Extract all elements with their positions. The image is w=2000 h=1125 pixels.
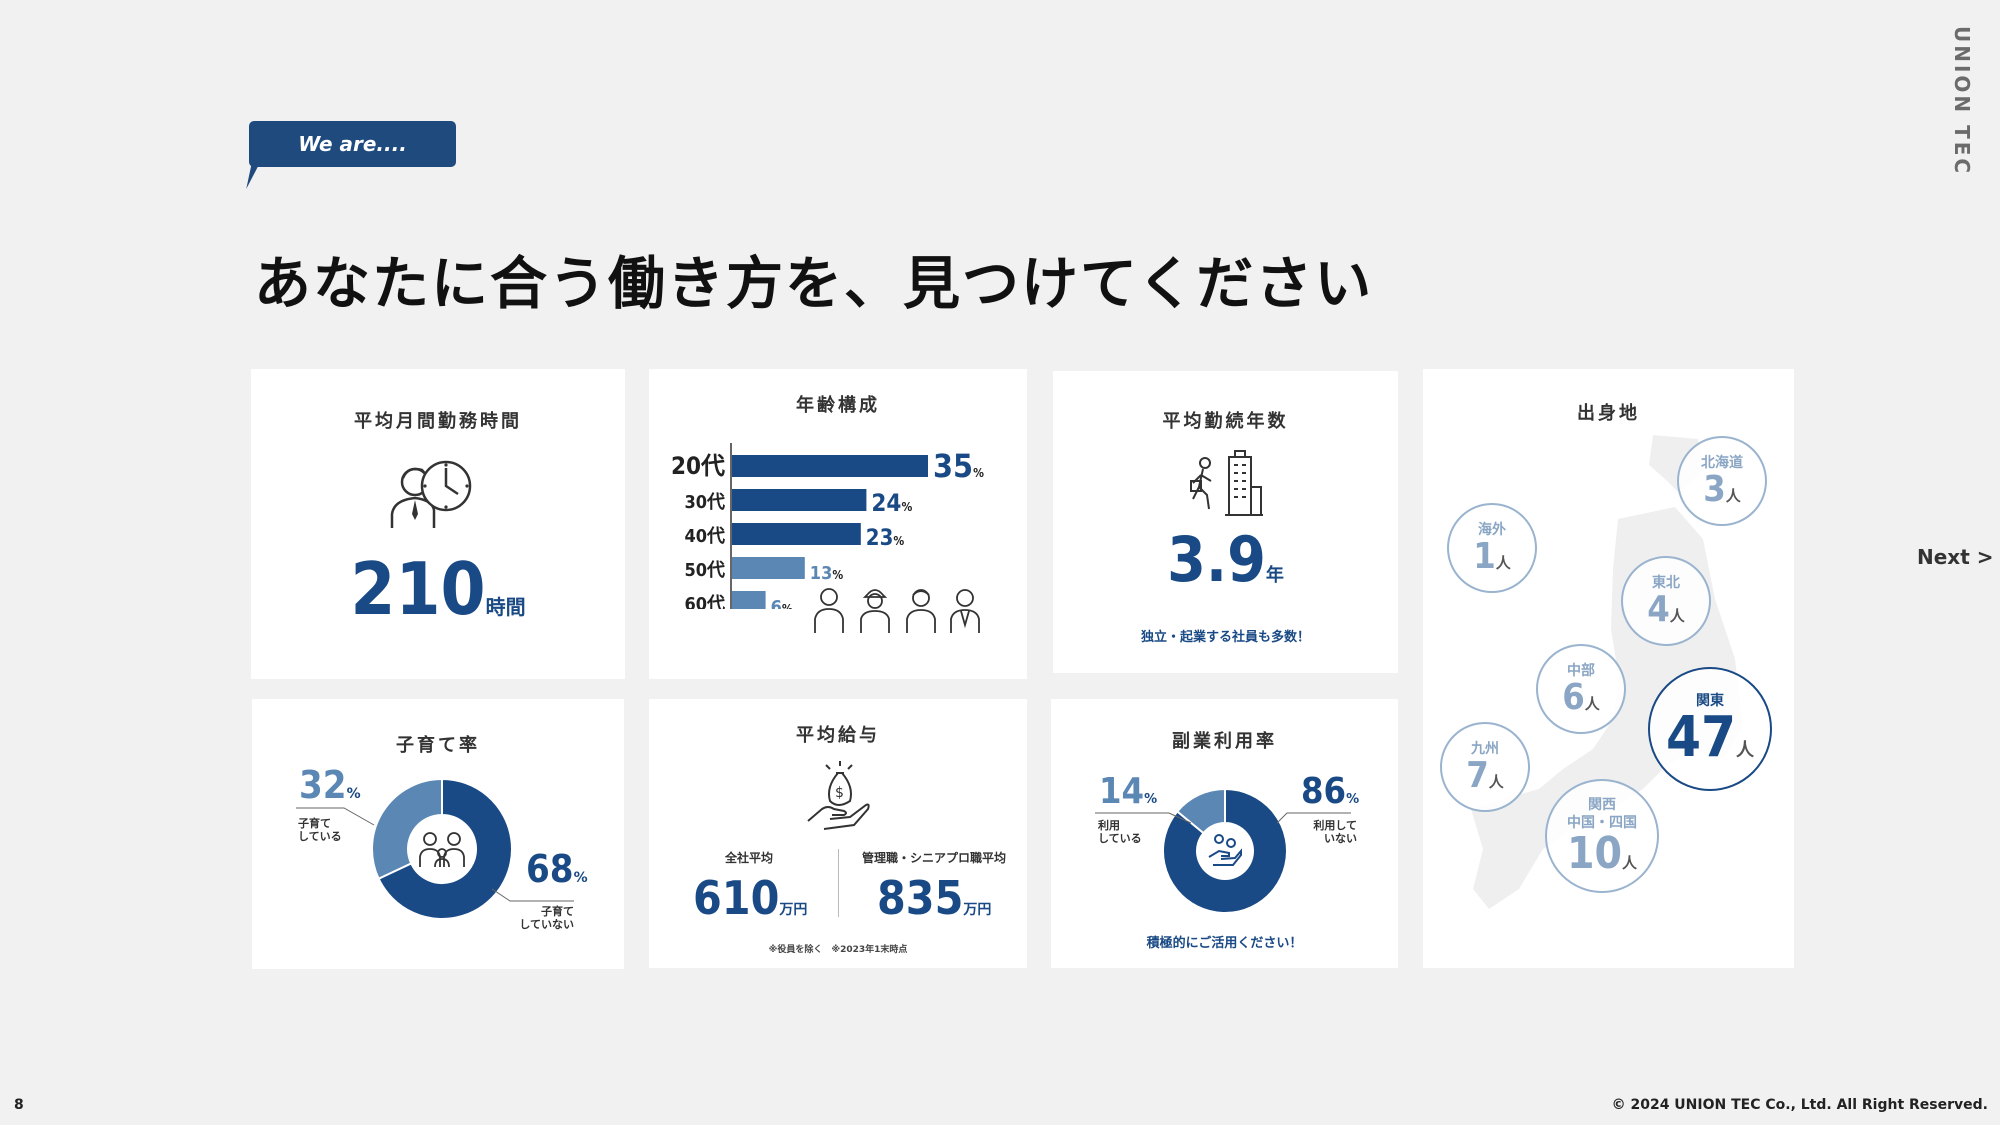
salary-left-value: 610万円 (693, 871, 808, 925)
next-button[interactable]: Next > (1917, 545, 1994, 569)
donut-slice (372, 779, 443, 881)
side-job-right-label: 利用して いない (1313, 819, 1357, 845)
hand-coins-icon (1208, 834, 1242, 866)
brand-logo: UNION TEC (1950, 26, 1974, 177)
tenure-note: 独立・起業する社員も多数！ (1140, 630, 1310, 645)
region-bubble-hokkaido: 北海道 3人 (1677, 436, 1767, 526)
age-category-label: 30代 (684, 492, 725, 513)
age-value-label: 23% (866, 526, 905, 551)
region-bubble-kanto: 関東 47人 (1648, 667, 1772, 791)
card-title: 平均給与 (796, 725, 880, 746)
donut-slice (377, 779, 512, 919)
card-title: 出身地 (1577, 403, 1640, 424)
age-category-label: 60代 (684, 594, 725, 609)
hours-unit: 時間 (485, 595, 526, 619)
parenting-donut-chart (372, 779, 512, 919)
age-bar (732, 557, 805, 579)
parenting-right-label: 子育て していない (519, 905, 574, 931)
age-category-label: 20代 (671, 452, 725, 480)
parenting-left-value: 32% (299, 763, 361, 807)
card-title: 平均月間勤務時間 (354, 411, 522, 432)
tenure-unit: 年 (1265, 565, 1284, 586)
side-job-right-value: 86% (1301, 771, 1360, 812)
japan-map-icon (1471, 435, 1743, 909)
tenure-value: 3.9 (1167, 523, 1266, 596)
card-monthly-hours: 平均月間勤務時間 210時間 (251, 369, 625, 679)
donut-slice (1163, 789, 1287, 913)
region-bubble-kyushu: 九州 7人 (1440, 722, 1530, 812)
copyright: © 2024 UNION TEC Co., Ltd. All Right Res… (1611, 1097, 1988, 1113)
parenting-right-value: 68% (526, 847, 588, 891)
card-average-salary: 平均給与 $ 全社平均 610万円 管理職・シニアプロ職平均 835万円 ※役員… (649, 699, 1027, 968)
side-job-donut-chart (1163, 789, 1287, 913)
family-icon (419, 832, 465, 868)
salary-footnote: ※役員を除く ※2023年1末時点 (768, 945, 908, 955)
age-bar (732, 455, 928, 477)
age-bar-chart: 20代 35% 30代 24% 40代 23% 50代 13% 60代 6% (671, 443, 984, 609)
person-building-icon (1190, 450, 1263, 516)
side-job-leader-lines (1095, 812, 1351, 824)
card-title: 子育て率 (396, 735, 480, 756)
four-workers-icon (814, 588, 980, 633)
card-parenting-rate: 子育て率 32% 子育て している 68% 子育て していない (252, 699, 624, 969)
card-side-job-rate: 副業利用率 14% 利用 している 86% 利用して いない 積極的にご活用ください… (1051, 699, 1398, 968)
salary-right-label: 管理職・シニアプロ職平均 (861, 851, 1006, 865)
age-value-label: 35% (933, 447, 984, 485)
card-title: 副業利用率 (1172, 731, 1277, 752)
region-bubble-chubu: 中部 6人 (1536, 644, 1626, 734)
parenting-left-label: 子育て している (298, 817, 342, 843)
age-value-label: 13% (810, 563, 844, 584)
age-bar (732, 523, 861, 545)
age-value-label: 6% (771, 597, 793, 609)
money-hand-icon: $ (807, 761, 870, 830)
page-title: あなたに合う働き方を、見つけてください (254, 251, 1374, 317)
card-title: 平均勤続年数 (1162, 411, 1289, 432)
card-age-composition: 年齢構成 20代 35% 30代 24% 40代 23% 50代 13% 60代 6% (649, 369, 1027, 679)
tag-tail (246, 163, 266, 189)
age-bar (732, 489, 867, 511)
age-category-label: 40代 (684, 526, 725, 547)
side-job-note: 積極的にご活用ください！ (1146, 936, 1303, 951)
card-origin: 出身地 北海道 3人 海外 1人 東北 4人 中部 6人 関東 47人 九州 7… (1423, 369, 1794, 968)
side-job-left-value: 14% (1099, 771, 1158, 812)
region-bubble-tohoku: 東北 4人 (1621, 556, 1711, 646)
card-average-tenure: 平均勤続年数 3.9年 独立・起業する社員も多数！ (1053, 371, 1398, 673)
age-category-label: 50代 (684, 560, 725, 581)
svg-text:$: $ (835, 785, 844, 801)
age-bar (732, 591, 766, 609)
salary-divider (838, 849, 839, 917)
region-bubble-kansai-chugoku-shikoku: 関西 中国・四国 10人 (1545, 779, 1659, 893)
salary-left-label: 全社平均 (724, 851, 773, 865)
page-number: 8 (14, 1097, 24, 1113)
hours-value: 210 (350, 547, 486, 631)
region-bubble-overseas: 海外 1人 (1447, 503, 1537, 593)
salary-right-value: 835万円 (877, 871, 992, 925)
side-job-left-label: 利用 している (1098, 819, 1142, 845)
age-value-label: 24% (871, 489, 912, 517)
card-title: 年齢構成 (796, 395, 880, 416)
parenting-leader-lines (296, 807, 574, 902)
person-clock-icon (390, 460, 472, 528)
we-are-tag: We are.... (249, 121, 456, 167)
